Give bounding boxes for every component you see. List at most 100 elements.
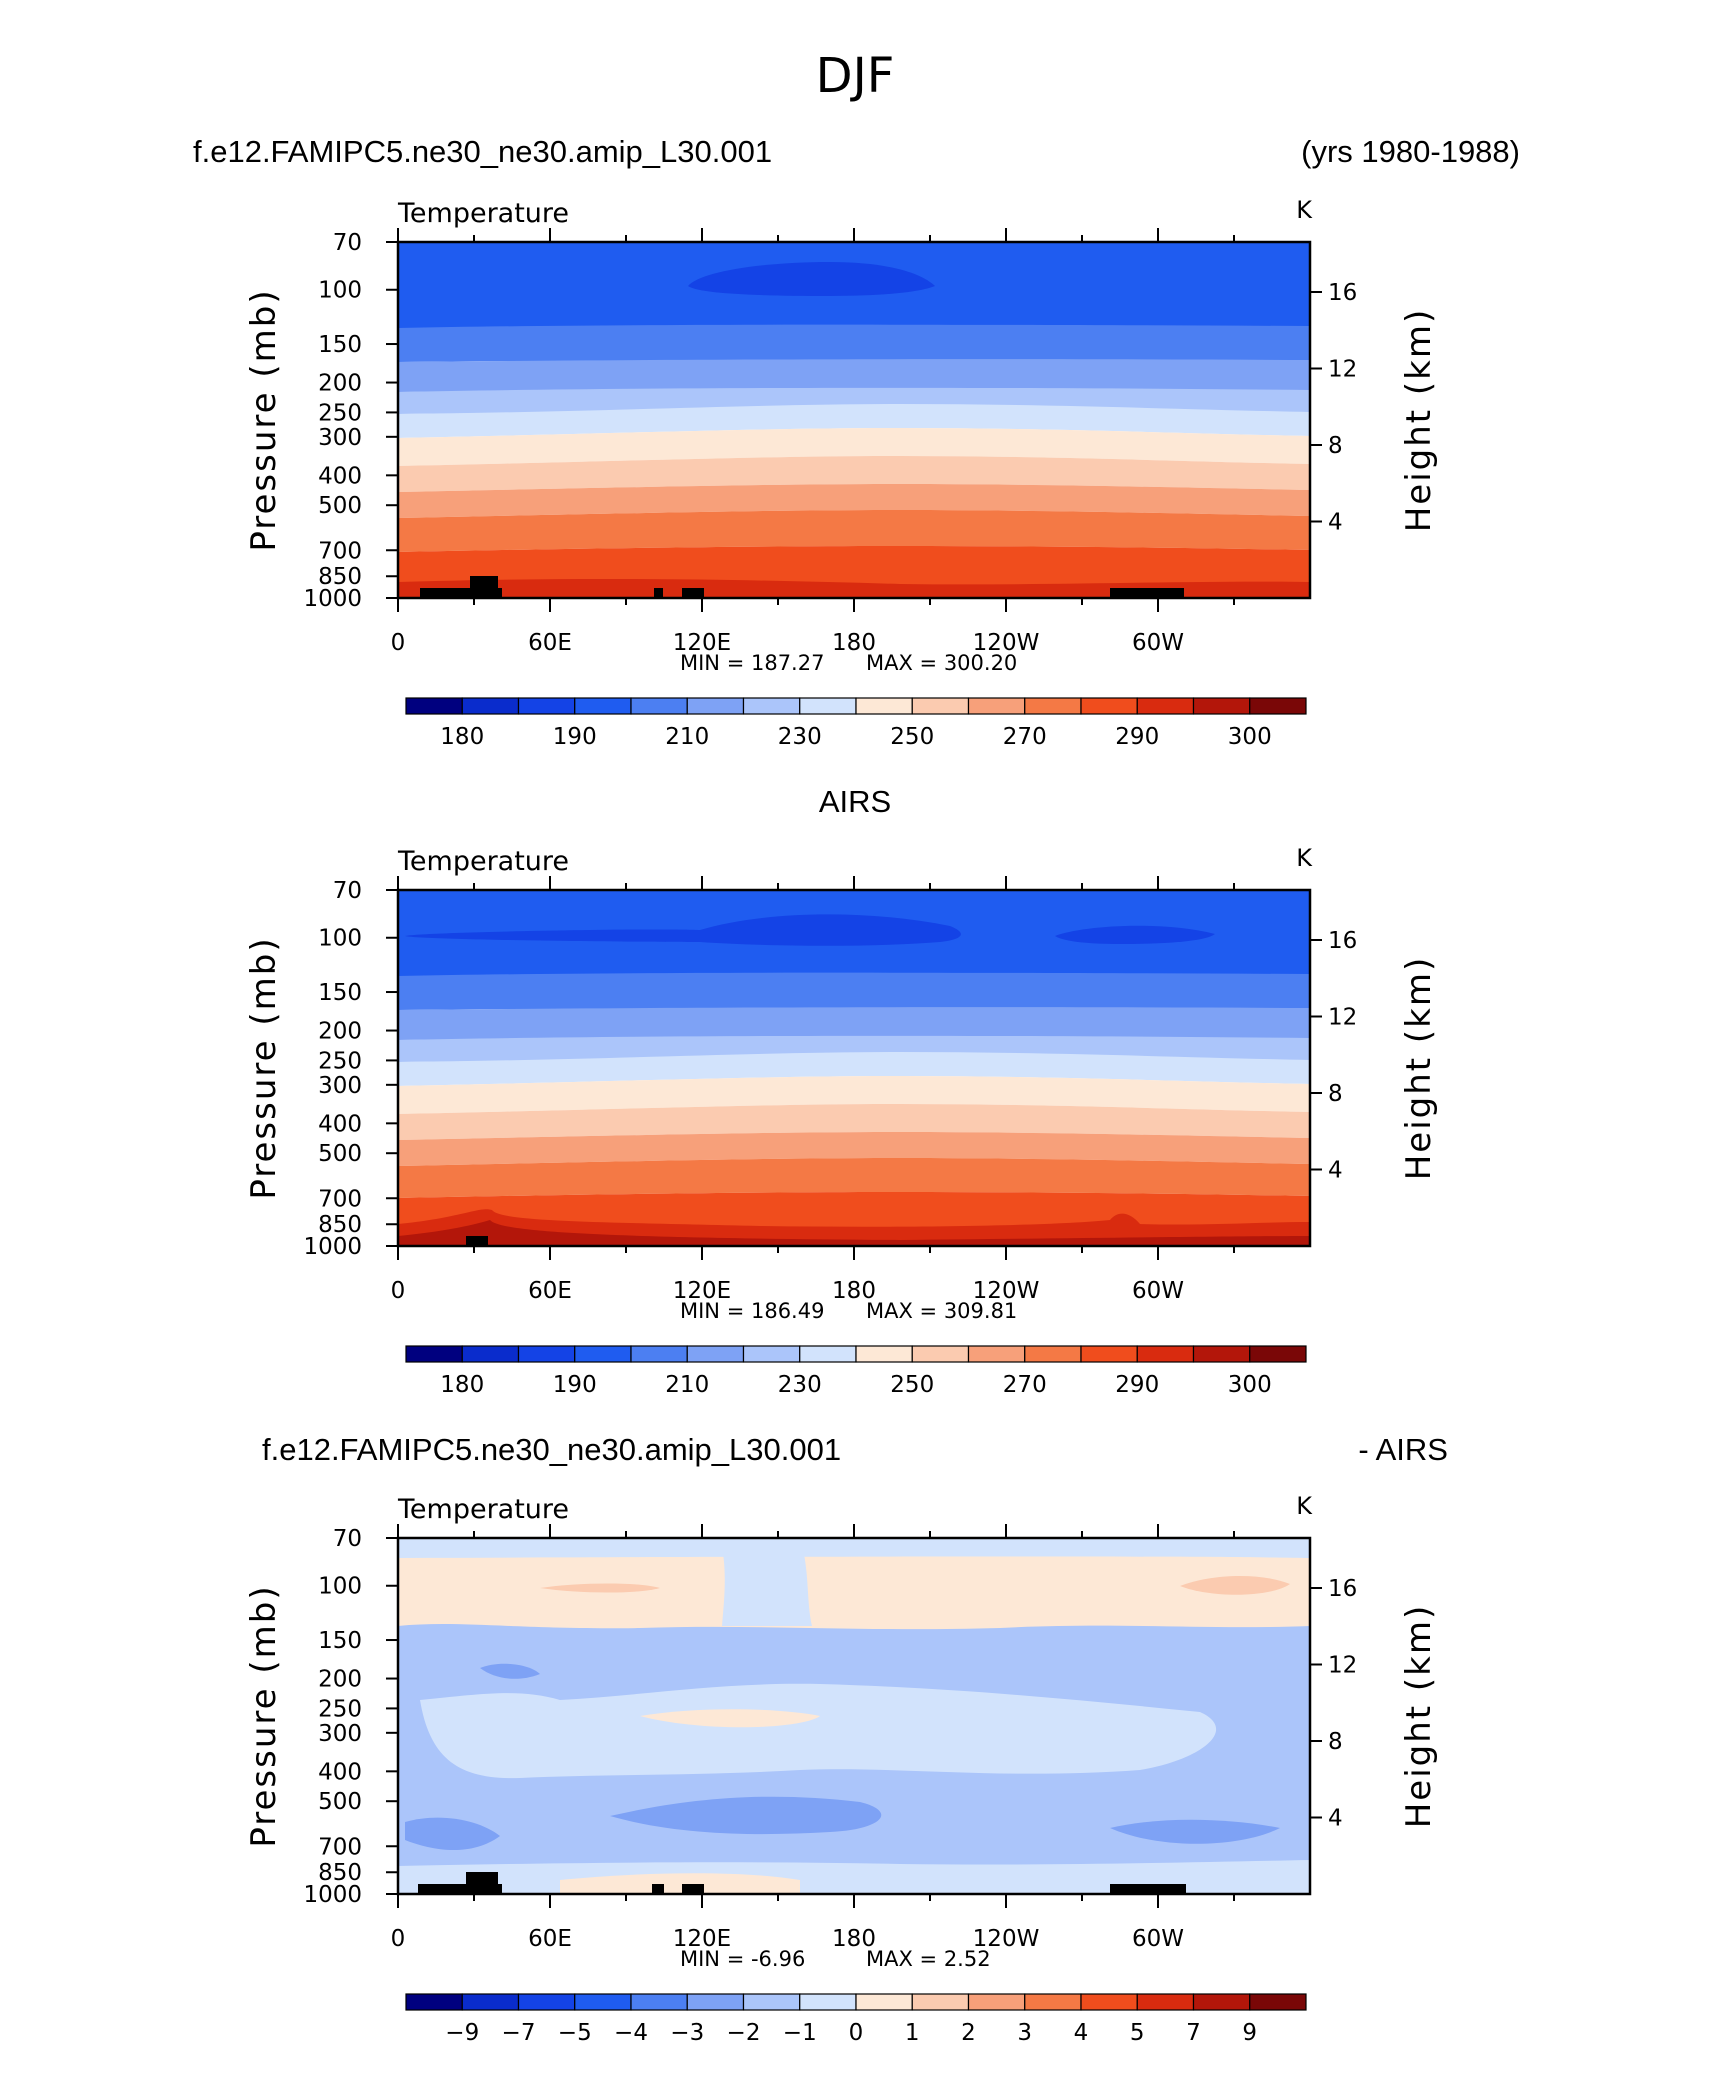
band-280-290 bbox=[398, 1158, 1310, 1198]
panel2-title: AIRS bbox=[819, 784, 891, 819]
variable-label: Temperature bbox=[397, 846, 569, 877]
colorbar-box bbox=[799, 697, 857, 715]
x-tick-label: 60W bbox=[1132, 1926, 1184, 1952]
y-tick-label: 100 bbox=[318, 926, 362, 952]
height-tick-label: 4 bbox=[1328, 510, 1343, 536]
x-tick-label: 180 bbox=[832, 1278, 876, 1304]
airs-temperature-panel bbox=[398, 890, 1310, 1246]
colorbar-box bbox=[1024, 1345, 1082, 1363]
colorbar-box bbox=[574, 1993, 632, 2011]
y-tick-label: 70 bbox=[333, 230, 362, 256]
colorbar-box bbox=[967, 697, 1026, 715]
colorbar-label: 290 bbox=[1115, 724, 1159, 750]
colorbar-label: −9 bbox=[445, 2020, 479, 2046]
colorbar-label: 5 bbox=[1130, 2020, 1145, 2046]
y-tick-label: 500 bbox=[318, 1789, 362, 1815]
variable-label: Temperature bbox=[397, 1494, 569, 1525]
height-tick-label: 12 bbox=[1328, 1005, 1357, 1031]
diff-minus1-0-gap bbox=[720, 1538, 812, 1626]
height-tick-label: 16 bbox=[1328, 1576, 1357, 1602]
airs-colorbar: 180 190 210 230 250 270 290 300 bbox=[405, 1345, 1307, 1398]
height-axis-label: Height (km) bbox=[1399, 956, 1439, 1181]
colorbar-box bbox=[405, 1345, 463, 1363]
max-label: MAX = 2.52 bbox=[866, 1947, 991, 1971]
y-tick-label: 500 bbox=[318, 1141, 362, 1167]
colorbar-label: 190 bbox=[553, 1372, 597, 1398]
y-tick-label: 850 bbox=[318, 1212, 362, 1238]
colorbar-box bbox=[1024, 1993, 1082, 2011]
y-tick-label: 250 bbox=[318, 400, 362, 426]
diff-0-1-mid-patch bbox=[640, 1709, 820, 1728]
height-axis-label: Height (km) bbox=[1399, 308, 1439, 533]
colorbar-box bbox=[1080, 1345, 1138, 1363]
colorbar-box bbox=[1192, 697, 1251, 715]
y-tick-label: 300 bbox=[318, 1721, 362, 1747]
y-tick-label: 200 bbox=[318, 1019, 362, 1045]
band-above-300 bbox=[398, 1220, 1310, 1246]
colorbar-box bbox=[405, 1993, 463, 2011]
y-tick-label: 70 bbox=[333, 878, 362, 904]
colorbar-box bbox=[1192, 1345, 1251, 1363]
y-tick-label: 500 bbox=[318, 493, 362, 519]
diff-1-2-ridge-west bbox=[540, 1583, 660, 1593]
colorbar-box bbox=[1136, 1345, 1195, 1363]
units-label: K bbox=[1296, 196, 1313, 224]
band-240-250 bbox=[398, 404, 1310, 438]
y-tick-label: 850 bbox=[318, 1860, 362, 1886]
x-tick-label: 0 bbox=[391, 1278, 406, 1304]
height-tick-label: 8 bbox=[1328, 1729, 1343, 1755]
band-220-230 bbox=[398, 359, 1310, 392]
colorbar-box bbox=[630, 1345, 688, 1363]
x-tick-label: 120E bbox=[673, 1278, 731, 1304]
cold-core-contour-east bbox=[1055, 925, 1215, 944]
colorbar-box bbox=[742, 1993, 801, 2011]
colorbar-box bbox=[461, 697, 520, 715]
colorbar-label: 270 bbox=[1003, 1372, 1047, 1398]
band-250-260 bbox=[398, 428, 1310, 466]
cold-core-contour bbox=[688, 262, 935, 296]
colorbar-box bbox=[461, 1345, 520, 1363]
band-210-220 bbox=[398, 324, 1310, 362]
y-tick-label: 700 bbox=[318, 538, 362, 564]
y-tick-label: 1000 bbox=[303, 1234, 362, 1260]
x-tick-label: 60W bbox=[1132, 630, 1184, 656]
colorbar-box bbox=[855, 697, 913, 715]
x-tick-label: 120W bbox=[973, 1278, 1040, 1304]
colorbar-label: 210 bbox=[665, 1372, 709, 1398]
max-label: MAX = 309.81 bbox=[866, 1299, 1017, 1323]
y-axis-label: Pressure (mb) bbox=[244, 1584, 284, 1847]
y-tick-label: 1000 bbox=[303, 1882, 362, 1908]
units-label: K bbox=[1296, 1492, 1313, 1520]
y-tick-label: 250 bbox=[318, 1048, 362, 1074]
panel3-title-left: f.e12.FAMIPC5.ne30_ne30.amip_L30.001 bbox=[262, 1432, 841, 1467]
colorbar-box bbox=[1024, 697, 1082, 715]
colorbar-label: 9 bbox=[1242, 2020, 1257, 2046]
y-tick-label: 200 bbox=[318, 371, 362, 397]
y-tick-label: 400 bbox=[318, 1111, 362, 1137]
diff-minus3-minus2-cold-2 bbox=[405, 1817, 500, 1851]
colorbar-label: 7 bbox=[1186, 2020, 1201, 2046]
band-280-290 bbox=[398, 510, 1310, 552]
band-250-260 bbox=[398, 1076, 1310, 1114]
band-270-280 bbox=[398, 484, 1310, 518]
colorbar-label: 3 bbox=[1017, 2020, 1032, 2046]
y-tick-label: 250 bbox=[318, 1696, 362, 1722]
colorbar-label: 180 bbox=[440, 1372, 484, 1398]
units-label: K bbox=[1296, 844, 1313, 872]
band-210-220 bbox=[398, 972, 1310, 1010]
colorbar-label: 230 bbox=[778, 724, 822, 750]
colorbar-box bbox=[1080, 697, 1138, 715]
colorbar-label: 4 bbox=[1074, 2020, 1089, 2046]
colorbar-label: 290 bbox=[1115, 1372, 1159, 1398]
cold-core-contour-west bbox=[405, 914, 961, 946]
diff-0-1-upper-band bbox=[398, 1538, 1310, 1630]
height-tick-label: 12 bbox=[1328, 357, 1357, 383]
colorbar-label: 230 bbox=[778, 1372, 822, 1398]
colorbar-box bbox=[686, 1993, 745, 2011]
band-220-230 bbox=[398, 1007, 1310, 1040]
colorbar-box bbox=[855, 1993, 913, 2011]
colorbar-box bbox=[1249, 1345, 1307, 1363]
x-tick-label: 60E bbox=[528, 630, 572, 656]
x-tick-label: 120E bbox=[673, 1926, 731, 1952]
